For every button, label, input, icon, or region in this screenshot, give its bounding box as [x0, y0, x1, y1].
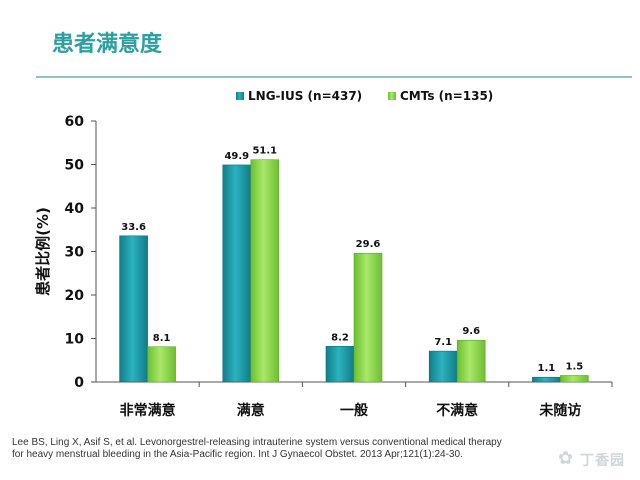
y-tick-label: 30: [65, 245, 85, 261]
y-tick-label: 10: [65, 332, 85, 348]
citation-text: Lee BS, Ling X, Asif S, et al. Levonorge…: [12, 437, 502, 460]
data-label: 29.6: [356, 239, 381, 250]
x-tick-label: 满意: [237, 402, 265, 419]
watermark: ✿ 丁香园: [558, 448, 628, 470]
title-underline: [36, 76, 632, 78]
bar-lng-ius: [325, 346, 355, 383]
legend-label: CMTs (n=135): [400, 89, 493, 103]
x-tick-label: 一般: [340, 402, 368, 419]
data-label: 9.6: [462, 326, 480, 337]
data-label: 8.2: [331, 332, 349, 343]
bar-lng-ius: [222, 164, 252, 383]
page-title: 患者满意度: [52, 32, 163, 57]
bar-cmts: [250, 159, 280, 383]
x-tick-label: 不满意: [436, 402, 478, 419]
y-tick-label: 20: [65, 288, 85, 304]
y-axis-label: 患者比例(%): [34, 207, 52, 296]
y-tick-label: 50: [65, 158, 85, 174]
bar-chart: 0 10 20 30 40 50 60 患者比例(%) 非常满意 33.6 8.1 满意 49.9 51.…: [34, 89, 613, 419]
data-label: 51.1: [252, 146, 277, 157]
bar-lng-ius: [428, 350, 458, 383]
data-label: 7.1: [434, 337, 452, 348]
data-label: 49.9: [224, 151, 249, 162]
bar-cmts: [147, 346, 176, 383]
bar-lng-ius: [532, 376, 561, 383]
x-tick-label: 未随访: [539, 402, 581, 419]
bar-cmts: [560, 375, 589, 383]
data-label: 33.6: [121, 222, 146, 233]
x-tick-label: 非常满意: [120, 402, 176, 419]
y-tick-label: 60: [65, 114, 85, 130]
data-label: 8.1: [153, 333, 171, 344]
data-label: 1.5: [566, 361, 584, 372]
legend-swatch: [388, 92, 396, 100]
data-label: 1.1: [538, 363, 556, 374]
bar-lng-ius: [119, 235, 148, 383]
legend-swatch: [236, 92, 244, 100]
watermark-text: 丁香园: [580, 453, 625, 469]
bar-cmts: [353, 252, 383, 383]
watermark-logo-icon: ✿: [558, 448, 574, 469]
bar-cmts: [456, 339, 486, 383]
legend-label: LNG-IUS (n=437): [248, 89, 362, 103]
y-tick-label: 0: [74, 375, 84, 391]
y-tick-label: 40: [65, 201, 85, 217]
